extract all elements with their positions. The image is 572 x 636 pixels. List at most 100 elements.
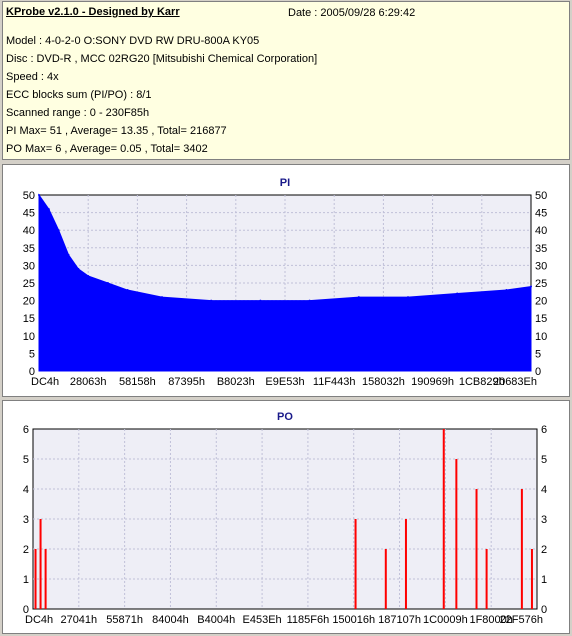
x-tick-label: 1C0009h: [423, 614, 468, 626]
x-tick-label: 55871h: [106, 614, 143, 626]
y-tick-label-left: 35: [23, 243, 35, 255]
data-point: [87, 274, 90, 277]
po-chart: PO 0 0 1 1 2 2 3 3 4 4 5 5 6 6 DC4h 27041h 55871h 84004h B4…: [23, 411, 547, 626]
x-tick-label: DC4h: [31, 376, 59, 388]
y-tick-label-left: 10: [23, 331, 35, 343]
data-bar: [404, 519, 407, 609]
info-panel: KProbe v2.1.0 - Designed by Karr Date : …: [2, 1, 570, 160]
x-tick-label: 20683Eh: [493, 376, 537, 388]
data-point: [67, 253, 70, 256]
y-tick-label-right: 5: [535, 348, 541, 360]
x-tick-label: 11F443h: [313, 376, 356, 388]
info-disc: Disc : DVD-R , MCC 02RG20 [Mitsubishi Ch…: [6, 53, 318, 65]
y-tick-label-right: 3: [541, 514, 547, 526]
x-tick-label: 1F8000h: [469, 614, 512, 626]
y-tick-label-left: 5: [23, 454, 29, 466]
x-tick-label: 87395h: [168, 376, 205, 388]
data-point: [77, 267, 80, 270]
y-tick-label-right: 0: [535, 366, 541, 378]
x-tick-label: 1CB829h: [459, 376, 505, 388]
y-tick-label-left: 6: [23, 424, 29, 436]
scan-date: Date : 2005/09/28 6:29:42: [288, 7, 416, 19]
data-bar: [475, 489, 478, 609]
data-point: [505, 289, 508, 292]
data-bar: [44, 549, 47, 609]
data-point: [357, 296, 360, 299]
x-tick-label: 27041h: [60, 614, 97, 626]
info-pi-stats: PI Max= 51 , Average= 13.35 , Total= 216…: [6, 125, 227, 137]
y-tick-label-left: 25: [23, 278, 35, 290]
x-tick-label: E453Eh: [243, 614, 282, 626]
y-tick-label-left: 50: [23, 190, 35, 202]
y-tick-label-left: 0: [29, 366, 35, 378]
y-tick-label-right: 30: [535, 260, 547, 272]
y-tick-label-left: 15: [23, 313, 35, 325]
y-tick-label-right: 20: [535, 296, 547, 308]
y-tick-label-left: 40: [23, 225, 35, 237]
data-bar: [455, 459, 458, 609]
y-tick-label-right: 0: [541, 604, 547, 616]
data-point: [530, 285, 532, 288]
x-tick-label: 28063h: [70, 376, 107, 388]
data-point: [456, 292, 459, 295]
data-point: [47, 208, 50, 211]
data-point: [57, 229, 60, 232]
y-tick-label-right: 10: [535, 331, 547, 343]
y-tick-label-right: 4: [541, 484, 547, 496]
data-point: [308, 299, 311, 302]
y-tick-label-left: 1: [23, 574, 29, 586]
y-tick-label-left: 2: [23, 544, 29, 556]
chart-title: PO: [277, 411, 293, 423]
info-model: Model : 4-0-2-0 O:SONY DVD RW DRU-800A K…: [6, 35, 260, 47]
x-tick-label: B4004h: [197, 614, 235, 626]
data-bar: [34, 549, 37, 609]
y-tick-label-left: 5: [29, 348, 35, 360]
data-point: [126, 289, 129, 292]
x-tick-label: 158032h: [362, 376, 405, 388]
data-bar: [485, 549, 488, 609]
y-tick-label-left: 45: [23, 208, 35, 220]
data-bar: [39, 519, 42, 609]
x-tick-label: 190969h: [411, 376, 454, 388]
data-bar: [384, 549, 387, 609]
y-tick-label-left: 3: [23, 514, 29, 526]
data-point: [210, 299, 213, 302]
x-tick-label: 58158h: [119, 376, 156, 388]
y-tick-label-left: 4: [23, 484, 29, 496]
data-bar: [520, 489, 523, 609]
y-tick-label-right: 25: [535, 278, 547, 290]
data-point: [161, 296, 163, 299]
y-tick-label-right: 15: [535, 313, 547, 325]
y-tick-label-left: 30: [23, 260, 35, 272]
data-bar: [442, 429, 445, 609]
y-tick-label-right: 5: [541, 454, 547, 466]
y-tick-label-right: 45: [535, 208, 547, 220]
y-tick-label-left: 0: [23, 604, 29, 616]
pi-chart-panel: PI 0 0 5 5 10 10 15 15 20 20 25 25 30 30 35 35 40 40 45 45 50…: [2, 164, 570, 397]
info-speed: Speed : 4x: [6, 71, 59, 83]
x-tick-label: E9E53h: [265, 376, 304, 388]
data-bar: [354, 519, 357, 609]
y-tick-label-right: 2: [541, 544, 547, 556]
y-tick-label-right: 35: [535, 243, 547, 255]
y-tick-label-right: 6: [541, 424, 547, 436]
info-range: Scanned range : 0 - 230F85h: [6, 107, 150, 119]
info-po-stats: PO Max= 6 , Average= 0.05 , Total= 3402: [6, 143, 208, 155]
x-tick-label: 84004h: [152, 614, 189, 626]
x-tick-label: 187107h: [378, 614, 421, 626]
po-chart-panel: PO 0 0 1 1 2 2 3 3 4 4 5 5 6 6 DC4h 27041h 55871h 84004h B4…: [2, 400, 570, 634]
y-tick-label-right: 50: [535, 190, 547, 202]
y-tick-label-right: 40: [535, 225, 547, 237]
x-tick-label: 1185F6h: [287, 614, 330, 626]
y-tick-label-left: 20: [23, 296, 35, 308]
data-point: [407, 296, 409, 299]
series-area: [38, 193, 532, 372]
info-ecc: ECC blocks sum (PI/PO) : 8/1: [6, 89, 152, 101]
pi-chart: PI 0 0 5 5 10 10 15 15 20 20 25 25 30 30 35 35 40 40 45 45 50…: [23, 177, 548, 388]
data-point: [38, 194, 40, 196]
data-point: [259, 299, 262, 302]
app-title: KProbe v2.1.0 - Designed by Karr: [6, 6, 180, 18]
x-tick-label: DC4h: [25, 614, 53, 626]
data-bar: [530, 549, 533, 609]
chart-title: PI: [280, 177, 290, 189]
